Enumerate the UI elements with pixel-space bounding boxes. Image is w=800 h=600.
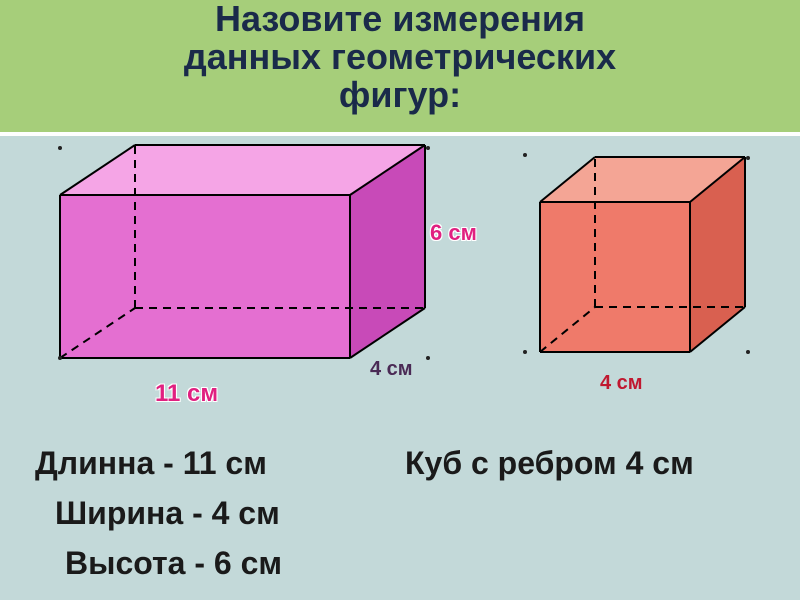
box1-depth-label: 4 см [370,358,413,381]
box1-height-label: 6 см [430,220,477,246]
box2-edge-label: 4 см [600,372,643,395]
caption-height: Высота - 6 см [65,545,282,582]
caption-length: Длинна - 11 см [35,445,267,482]
caption-cube: Куб с ребром 4 см [405,445,694,482]
box1-length-label: 11 см [155,380,218,408]
caption-width: Ширина - 4 см [55,495,280,532]
